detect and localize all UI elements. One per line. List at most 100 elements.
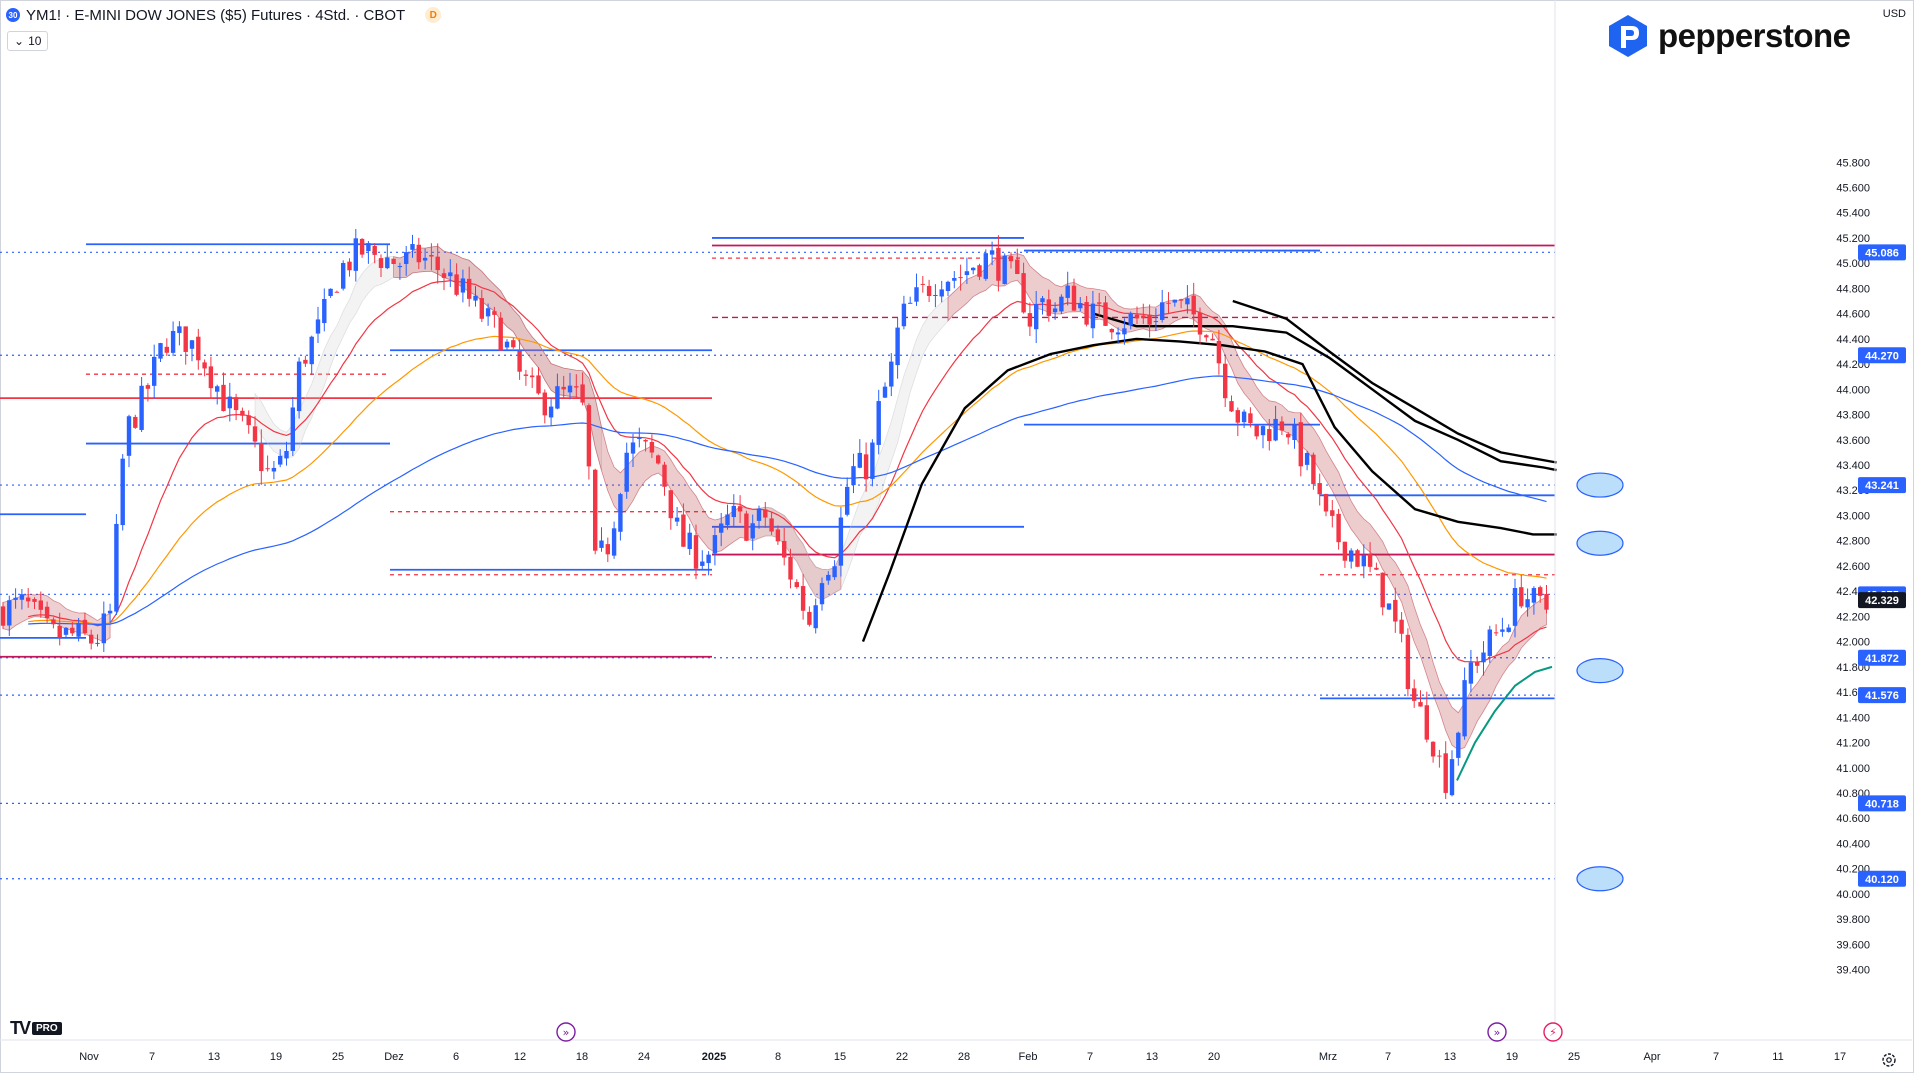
trend-curve [861,337,1557,643]
candle-body [1342,541,1348,561]
candle-body [1273,418,1278,441]
time-tick-label: Mrz [1319,1051,1337,1063]
price-tick-label: 43.800 [1836,410,1870,422]
candle-body [416,244,421,263]
price-tick-label: 44.800 [1836,283,1870,295]
candle-body [278,455,283,465]
candle-body [152,356,157,386]
candle-body [101,613,106,644]
candle-body [485,308,491,317]
target-marker [1576,530,1624,556]
candle-body [164,346,169,353]
delay-badge[interactable]: D [425,7,442,23]
ema-fast-line [28,279,1547,663]
candle-body [1468,662,1474,684]
candle-body [908,302,913,304]
horizontal-levels-layer [0,237,1555,880]
price-tick-label: 41.000 [1836,763,1870,775]
candle-body [1374,567,1379,570]
candle-body [1349,550,1354,562]
candle-body [763,509,768,518]
candle-body [971,267,976,271]
candle-body [807,611,812,625]
price-level-tag [1858,649,1906,666]
candle-body [1355,550,1360,567]
currency-label[interactable]: USD [1882,8,1906,20]
candle-body [719,523,724,533]
symbol-badge[interactable]: 30 [6,8,20,22]
candle-body [1487,629,1492,656]
candle-body [252,426,258,442]
candle-body [838,517,844,566]
candle-body [1544,593,1549,610]
candle-body [1235,410,1240,423]
candle-body [561,386,566,390]
fast-forward-icon-glyph: » [1494,1026,1501,1039]
candle-body [221,384,226,412]
candle-body [517,350,522,372]
candle-body [536,375,541,394]
candle-body [693,535,699,569]
candle-body [139,385,144,430]
trend-curve [1232,299,1557,464]
candle-body [1241,411,1247,423]
candle-body [1393,599,1398,622]
price-tick-label: 43.600 [1836,435,1870,447]
flash-icon[interactable]: ⚡ [1543,1022,1563,1042]
candle-body [246,415,251,426]
candle-body [233,397,239,411]
candle-body [1021,273,1026,313]
candle-body [1405,634,1411,690]
time-tick-label: 18 [576,1051,588,1063]
candle-body [1090,303,1096,329]
candle-body [1172,299,1177,303]
candle-body [1103,302,1108,326]
price-level-tag-label: 41.872 [1865,653,1899,665]
candle-body [567,385,573,393]
time-tick-label: 19 [270,1051,282,1063]
candle-body [460,278,466,293]
fast-forward-icon[interactable]: » [556,1022,576,1042]
candle-body [1046,299,1051,316]
candle-body [227,396,232,409]
candle-body [782,540,787,558]
tv-pro-badge: PRO [32,1022,62,1035]
indicator-toggle[interactable]: ⌄ 10 [7,31,49,51]
candle-body [845,486,850,515]
candle-body [492,311,497,315]
candle-body [996,247,1001,281]
candle-body [1134,314,1140,319]
time-tick-label: 17 [1834,1051,1846,1063]
candle-body [334,291,340,293]
fast-forward-icon[interactable]: » [1487,1022,1507,1042]
candle-body [1223,363,1228,399]
candle-body [958,277,963,279]
candle-body [1512,587,1518,626]
candle-body [637,437,642,439]
chart-title[interactable]: YM1! · E-MINI DOW JONES ($5) Futures · 4… [26,6,406,24]
candle-body [1084,302,1089,325]
candle-body [681,514,686,547]
gear-icon[interactable] [1882,1053,1896,1067]
candle-body [32,598,37,602]
candle-body [1449,759,1455,796]
candle-body [750,523,755,539]
price-tick-label: 42.200 [1836,611,1870,623]
candle-body [674,517,680,522]
price-tick-label: 41.400 [1836,712,1870,724]
price-tick-label: 45.600 [1836,182,1870,194]
candle-body [523,374,529,376]
price-tick-label: 39.600 [1836,939,1870,951]
candle-body [901,303,907,327]
candle-body [397,265,403,268]
candle-body [366,243,371,252]
candle-body [1481,652,1486,663]
candle-body [391,258,396,264]
candle-body [706,554,711,564]
target-marker [1576,866,1624,892]
candle-body [555,386,560,409]
candle-body [1197,312,1203,335]
candle-body [7,600,12,626]
candle-body [504,341,510,348]
